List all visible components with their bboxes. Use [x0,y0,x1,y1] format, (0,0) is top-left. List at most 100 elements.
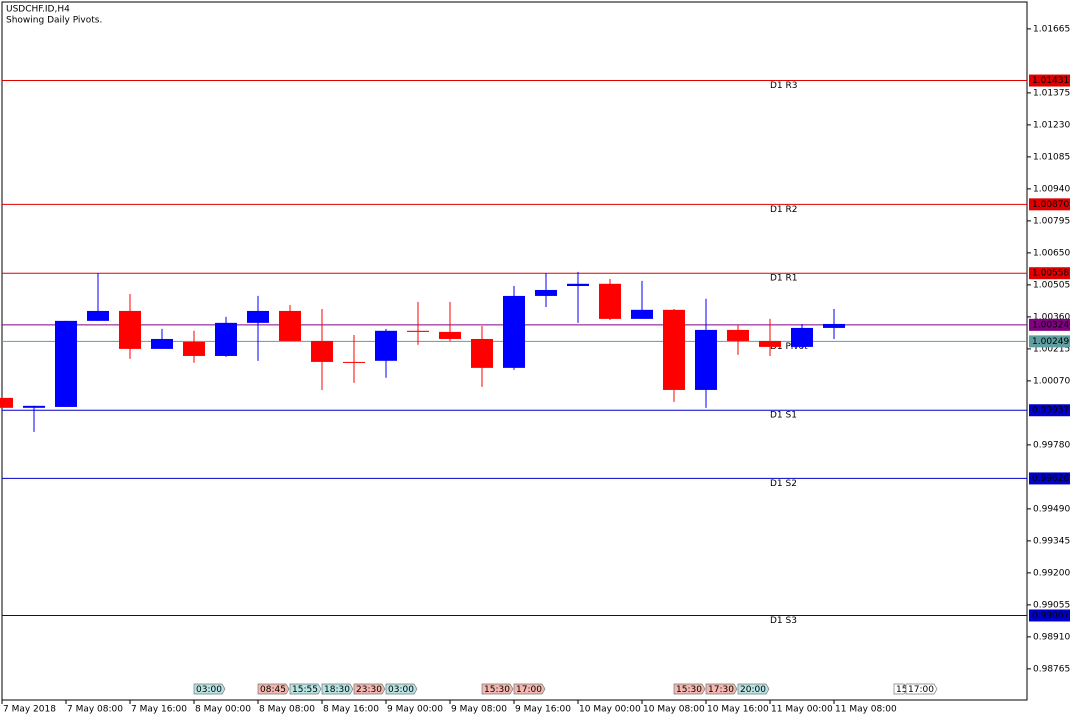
y-tick-label: 0.99780 [1033,440,1070,450]
y-tick-label: 0.99055 [1033,600,1070,610]
candle-body [759,340,781,347]
event-marker [321,683,354,695]
level-name: D1 R2 [770,205,798,215]
level-price-label: 0.99937 [1032,406,1069,416]
y-tick-label: 1.01230 [1033,120,1070,130]
candle-body [663,309,685,390]
event-marker [673,683,706,695]
event-marker [481,683,514,695]
event-label: 03:00 [196,685,222,695]
candle-body [87,310,109,321]
candle-body [599,283,621,319]
level-name: D1 S1 [770,411,797,421]
candle-body [151,338,173,349]
candle-body [311,340,333,362]
event-label: 15:30 [484,685,510,695]
current-price-label: 1.00324 [1032,320,1069,330]
candle-body [375,330,397,361]
candle-body [279,310,301,341]
candle-body [823,323,845,328]
x-tick-label: 7 May 2018 [3,705,56,715]
candle-body [727,329,749,341]
candle-body [503,295,525,368]
event-label: 03:00 [388,685,414,695]
x-tick-label: 10 May 08:00 [643,705,705,715]
candle-body [247,310,269,323]
x-tick-label: 9 May 08:00 [451,705,507,715]
level-name: D1 R1 [770,274,798,284]
event-marker [289,683,322,695]
event-marker [513,683,546,695]
event-marker [705,683,738,695]
level-price-label: 1.00870 [1032,200,1069,210]
y-tick-label: 1.00505 [1033,280,1070,290]
level-name: D1 S3 [770,616,797,626]
y-tick-label: 1.00070 [1033,376,1070,386]
x-tick-label: 7 May 16:00 [131,705,187,715]
candle-body [407,330,429,332]
level-price-box [1029,74,1070,87]
candle-body [343,361,365,363]
event-label: 17:00 [516,685,542,695]
x-tick-label: 8 May 16:00 [323,705,379,715]
y-tick-label: 0.98910 [1033,632,1070,642]
candle-body [55,320,77,407]
candle-body [631,309,653,319]
chart-title: USDCHF.ID,H4 [6,5,70,15]
candle-body [567,283,589,287]
level-price-label: 1.00558 [1032,269,1069,279]
level-price-label: 1.00249 [1032,337,1069,347]
event-marker [257,683,290,695]
event-label: 15:30 [676,685,702,695]
level-name: D1 S2 [770,479,797,489]
candle-body [23,405,45,408]
level-price-box [1029,404,1070,417]
level-price-box [1029,198,1070,211]
event-marker [353,683,386,695]
event-marker [905,683,938,695]
x-tick-label: 9 May 00:00 [387,705,443,715]
candle-body [119,310,141,349]
event-label: 15:55 [292,685,318,695]
y-tick-label: 1.01665 [1033,24,1070,34]
level-price-box [1029,609,1070,622]
current-price-box [1029,318,1070,331]
y-tick-label: 1.00940 [1033,184,1070,194]
event-marker [193,683,226,695]
y-tick-label: 1.01085 [1033,152,1070,162]
y-tick-label: 0.99490 [1033,504,1070,514]
x-tick-label: 10 May 16:00 [707,705,769,715]
chart-subtitle: Showing Daily Pivots. [6,16,102,26]
event-label: 18:30 [324,685,350,695]
level-name: D1 Pivot [770,342,808,352]
x-tick-label: 10 May 00:00 [579,705,641,715]
x-tick-label: 8 May 00:00 [195,705,251,715]
event-marker [737,683,770,695]
x-tick-label: 11 May 08:00 [835,705,897,715]
y-tick-label: 0.99200 [1033,568,1070,578]
x-tick-label: 7 May 08:00 [67,705,123,715]
candle-body [183,341,205,356]
candle-body [439,331,461,339]
event-label: 15 [896,685,907,695]
event-label: 08:45 [260,685,286,695]
event-marker [893,683,908,695]
event-label: 23:30 [356,685,382,695]
y-tick-label: 1.00795 [1033,216,1070,226]
x-tick-label: 8 May 08:00 [259,705,315,715]
level-price-box [1029,267,1070,280]
y-tick-label: 1.00650 [1033,248,1070,258]
y-tick-label: 0.99345 [1033,536,1070,546]
y-tick-label: 1.01375 [1033,88,1070,98]
candle-body [215,322,237,356]
y-tick-label: 0.98765 [1033,664,1070,674]
level-price-label: 1.01431 [1032,76,1069,86]
event-label: 17:00 [908,685,934,695]
level-price-label: 0.99007 [1032,611,1069,621]
y-tick-label: 1.00360 [1033,312,1070,322]
candle-body [0,397,13,408]
candle-body [471,338,493,368]
x-tick-label: 9 May 16:00 [515,705,571,715]
level-name: D1 R3 [770,81,798,91]
